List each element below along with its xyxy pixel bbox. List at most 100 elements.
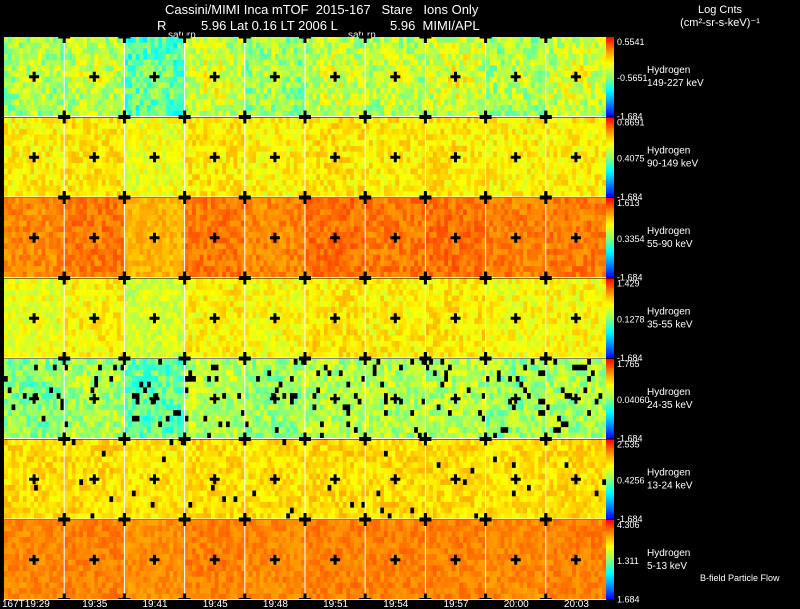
heatmap-cell: [587, 123, 592, 130]
heatmap-cell: [421, 76, 426, 83]
heatmap-cell: [406, 76, 411, 83]
heatmap-cell: [15, 209, 20, 216]
heatmap-cell: [417, 128, 423, 135]
heatmap-cell: [579, 157, 584, 164]
heatmap-cell: [301, 134, 306, 141]
heatmap-cell: [180, 37, 185, 44]
heatmap-cell: [342, 65, 347, 72]
heatmap-cell: [79, 134, 84, 141]
heatmap-cell: [86, 82, 91, 89]
heatmap-cell: [19, 71, 24, 78]
heatmap-cell: [282, 185, 287, 192]
heatmap-cell: [52, 71, 58, 78]
heatmap-cell: [222, 140, 227, 147]
heatmap-cell: [474, 185, 479, 192]
heatmap-cell: [45, 76, 50, 83]
heatmap-cell: [496, 185, 502, 192]
heatmap-cell: [579, 185, 584, 192]
heatmap-cell: [52, 271, 58, 278]
heatmap-cell: [500, 110, 505, 117]
heatmap-cell: [173, 185, 178, 192]
heatmap-cell: [79, 185, 84, 192]
heatmap-cell: [244, 76, 249, 83]
heatmap-cell: [41, 203, 46, 210]
heatmap-cell: [376, 54, 381, 61]
heatmap-cell: [515, 191, 520, 198]
heatmap-cell: [184, 48, 189, 55]
heatmap-cell: [451, 162, 456, 170]
heatmap-cell: [278, 37, 283, 44]
heatmap-cell: [474, 65, 479, 72]
heatmap-cell: [308, 99, 313, 106]
heatmap-cell: [120, 134, 125, 141]
heatmap-cell: [530, 99, 535, 106]
heatmap-cell: [376, 99, 381, 106]
heatmap-cell: [120, 48, 125, 55]
heatmap-cell: [248, 162, 253, 170]
heatmap-cell: [353, 157, 359, 164]
heatmap-cell: [489, 99, 494, 106]
heatmap-cell: [549, 185, 554, 192]
heatmap-cell: [602, 140, 607, 147]
heatmap-cell: [504, 151, 509, 158]
heatmap-cell: [557, 54, 562, 61]
heatmap-cell: [15, 117, 20, 124]
heatmap-cell: [162, 185, 167, 192]
heatmap-cell: [192, 140, 197, 147]
heatmap-cell: [305, 48, 310, 55]
heatmap-cell: [538, 179, 543, 187]
heatmap-cell: [252, 123, 257, 130]
heatmap-cell: [602, 168, 607, 175]
heatmap-cell: [350, 123, 355, 130]
heatmap-cell: [429, 134, 434, 141]
heatmap-cell: [395, 99, 400, 106]
heatmap-cell: [83, 88, 88, 95]
heatmap-cell: [346, 42, 351, 49]
heatmap-cell: [402, 123, 407, 130]
heatmap-cell: [71, 226, 76, 233]
heatmap-cell: [399, 59, 404, 66]
heatmap-cell: [463, 99, 468, 106]
heatmap-cell: [4, 71, 9, 78]
heatmap-cell: [41, 162, 46, 170]
heatmap-cell: [233, 59, 238, 66]
heatmap-cell: [188, 174, 193, 181]
heatmap-cell: [83, 82, 88, 89]
heatmap-cell: [425, 59, 430, 66]
heatmap-cell: [143, 157, 148, 164]
heatmap-cell: [146, 71, 152, 78]
heatmap-cell: [575, 54, 581, 61]
heatmap-cell: [49, 271, 54, 278]
heatmap-cell: [282, 145, 287, 152]
heatmap-cell: [67, 65, 73, 72]
heatmap-cell: [94, 48, 99, 55]
heatmap-cell: [60, 134, 65, 141]
heatmap-cell: [124, 117, 129, 124]
heatmap-cell: [105, 65, 110, 72]
heatmap-cell: [489, 71, 494, 78]
heatmap-cell: [207, 145, 212, 152]
heatmap-cell: [94, 93, 99, 100]
heatmap-cell: [26, 271, 31, 278]
heatmap-cell: [478, 123, 483, 130]
heatmap-cell: [237, 157, 242, 164]
heatmap-cell: [158, 76, 163, 83]
heatmap-cell: [380, 82, 385, 89]
heatmap-cell: [45, 191, 50, 198]
heatmap-cell: [538, 140, 543, 147]
heatmap-cell: [286, 42, 291, 49]
heatmap-cell: [387, 93, 392, 100]
heatmap-cell: [105, 59, 110, 66]
heatmap-cell: [37, 151, 43, 158]
heatmap-cell: [602, 174, 607, 181]
heatmap-cell: [587, 105, 592, 112]
heatmap-cell: [387, 88, 392, 95]
heatmap-cell: [447, 151, 453, 158]
heatmap-cell: [485, 179, 490, 187]
heatmap-cell: [180, 117, 185, 124]
heatmap-cell: [515, 54, 520, 61]
heatmap-cell: [124, 191, 129, 198]
frame-marker: [454, 152, 457, 163]
heatmap-cell: [244, 185, 249, 192]
heatmap-cell: [237, 134, 242, 141]
